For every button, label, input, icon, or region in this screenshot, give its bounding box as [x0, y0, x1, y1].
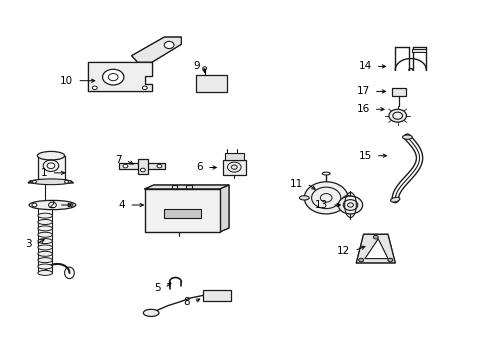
Circle shape	[64, 180, 68, 183]
Bar	[38, 156, 64, 180]
Polygon shape	[144, 185, 228, 189]
Text: 4: 4	[119, 200, 125, 210]
Circle shape	[338, 196, 362, 214]
Ellipse shape	[38, 251, 52, 256]
Bar	[411, 49, 426, 52]
Circle shape	[157, 164, 162, 168]
Text: 6: 6	[196, 162, 203, 172]
Ellipse shape	[38, 220, 52, 225]
Ellipse shape	[390, 197, 399, 202]
Ellipse shape	[299, 196, 308, 200]
Text: 5: 5	[154, 283, 161, 293]
Ellipse shape	[29, 201, 76, 210]
Text: 2: 2	[48, 200, 55, 210]
Circle shape	[32, 180, 36, 183]
Circle shape	[122, 164, 127, 168]
Ellipse shape	[38, 270, 52, 275]
Polygon shape	[131, 37, 181, 62]
Circle shape	[140, 168, 145, 172]
Ellipse shape	[402, 135, 411, 139]
Circle shape	[387, 258, 392, 262]
Circle shape	[68, 203, 73, 207]
Circle shape	[32, 203, 37, 207]
Text: 15: 15	[358, 151, 371, 161]
Polygon shape	[220, 185, 228, 232]
Ellipse shape	[37, 152, 64, 160]
Bar	[144, 189, 220, 232]
Text: 7: 7	[115, 156, 122, 165]
Text: 13: 13	[314, 200, 327, 210]
Bar	[391, 88, 406, 96]
Ellipse shape	[38, 258, 52, 263]
Bar	[203, 290, 231, 301]
Circle shape	[304, 182, 347, 214]
Text: 10: 10	[60, 76, 73, 86]
Text: 1: 1	[41, 168, 47, 178]
Text: 12: 12	[337, 246, 350, 256]
Bar	[119, 163, 165, 169]
Polygon shape	[365, 239, 387, 258]
Polygon shape	[88, 62, 152, 91]
Polygon shape	[356, 234, 394, 263]
Bar	[171, 185, 177, 189]
Bar	[137, 158, 148, 174]
Circle shape	[372, 235, 377, 239]
Ellipse shape	[38, 226, 52, 231]
Text: 8: 8	[183, 297, 190, 307]
Bar	[196, 75, 227, 93]
Circle shape	[358, 258, 363, 262]
Ellipse shape	[38, 239, 52, 244]
Bar	[164, 209, 201, 218]
Circle shape	[92, 86, 97, 90]
Text: 14: 14	[358, 62, 371, 71]
Ellipse shape	[38, 213, 52, 218]
Bar	[186, 185, 192, 189]
Circle shape	[164, 41, 174, 49]
Circle shape	[142, 86, 147, 90]
Circle shape	[102, 69, 123, 85]
Bar	[222, 159, 245, 175]
Text: 16: 16	[356, 104, 369, 114]
Circle shape	[388, 109, 406, 122]
Text: 17: 17	[356, 86, 369, 96]
Bar	[224, 153, 244, 159]
Polygon shape	[28, 181, 73, 183]
Ellipse shape	[30, 179, 71, 185]
Ellipse shape	[38, 245, 52, 250]
Ellipse shape	[143, 309, 159, 316]
Text: 9: 9	[193, 61, 200, 71]
Text: 3: 3	[25, 239, 31, 249]
Ellipse shape	[38, 232, 52, 237]
Text: 11: 11	[289, 179, 302, 189]
Ellipse shape	[343, 196, 352, 200]
Ellipse shape	[38, 264, 52, 269]
